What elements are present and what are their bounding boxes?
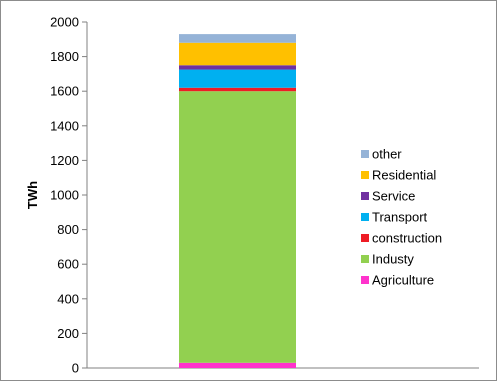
legend-swatch-construction (361, 234, 369, 242)
y-tick-label: 1000 (50, 188, 79, 203)
y-tick-label: 600 (57, 257, 79, 272)
y-tick-label: 1200 (50, 153, 79, 168)
y-tick-label: 0 (72, 361, 79, 376)
legend-label-service: Service (372, 189, 415, 204)
bar-segment-transport (179, 69, 296, 88)
legend-label-other: other (372, 147, 402, 162)
bar-segment-agriculture (179, 362, 296, 368)
y-tick-label: 1400 (50, 118, 79, 133)
y-tick-label: 2000 (50, 15, 79, 30)
legend-swatch-agriculture (361, 276, 369, 284)
bar-segment-construction (179, 87, 296, 92)
legend-swatch-industy (361, 255, 369, 263)
legend-swatch-service (361, 192, 369, 200)
legend-swatch-residential (361, 171, 369, 179)
y-tick-label: 200 (57, 326, 79, 341)
y-tick-label: 1600 (50, 84, 79, 99)
legend-label-residential: Residential (372, 168, 436, 183)
bar-segment-residential (179, 42, 296, 66)
bar-segment-other (179, 34, 296, 43)
bar-segments (179, 34, 296, 368)
y-tick-label: 1800 (50, 49, 79, 64)
bar-segment-service (179, 65, 296, 70)
legend: other Residential Service Transport construc… (361, 147, 442, 288)
y-tick-labels: 0 200 400 600 800 1000 1200 1400 1600 1800 2000 (50, 15, 79, 376)
legend-label-transport: Transport (372, 210, 428, 225)
legend-label-industy: Industy (372, 252, 414, 267)
y-axis-title: TWh (25, 181, 40, 209)
legend-label-agriculture: Agriculture (372, 273, 434, 288)
bar-segment-industy (179, 91, 296, 363)
legend-swatch-transport (361, 213, 369, 221)
y-tick-label: 800 (57, 222, 79, 237)
legend-swatch-other (361, 150, 369, 158)
legend-label-construction: construction (372, 231, 442, 246)
y-tick-label: 400 (57, 291, 79, 306)
